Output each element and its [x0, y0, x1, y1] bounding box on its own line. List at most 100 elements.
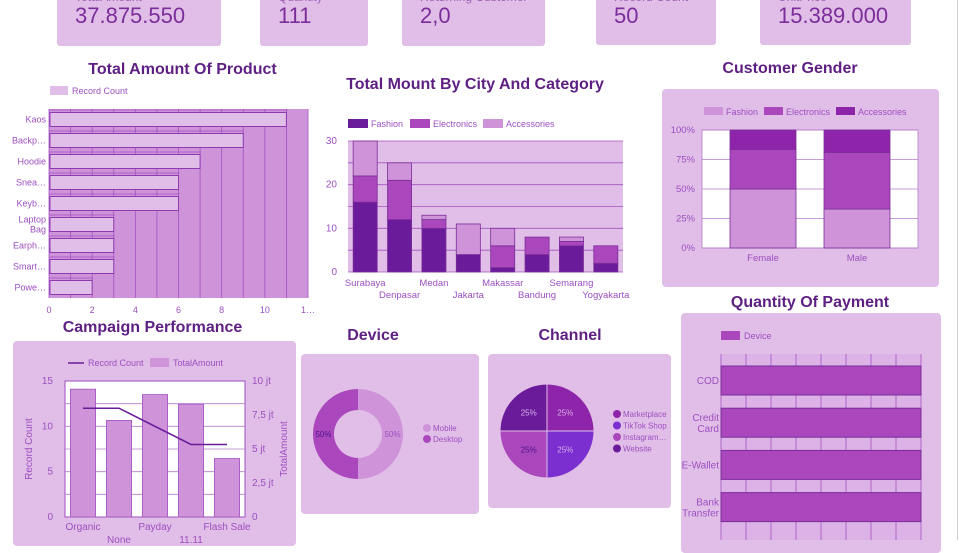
- y-tick-label: 5: [47, 467, 53, 478]
- x-tick-label: Payday: [138, 522, 171, 533]
- x-tick-label: Denpasar: [379, 290, 420, 301]
- legend-label: TotalAmount: [173, 358, 224, 368]
- x-tick-label: Semarang: [550, 278, 594, 289]
- bar: [720, 492, 922, 523]
- bar-segment: [729, 129, 797, 150]
- legend-dot: [613, 421, 621, 430]
- x-tick-label: Yogyakarta: [582, 290, 630, 301]
- x-tick-label: Surabaya: [345, 278, 386, 289]
- bar: [720, 407, 922, 438]
- legend-label: Fashion: [726, 107, 758, 117]
- legend-label: Electronics: [433, 119, 478, 129]
- bar: [49, 259, 115, 274]
- payment-chart-title: Quantity Of Payment: [730, 294, 890, 311]
- x-tick-label: Makassar: [482, 278, 523, 289]
- y-tick-label: 20: [326, 180, 338, 191]
- bar-segment: [729, 149, 797, 190]
- legend-label: Desktop: [433, 435, 463, 444]
- donut-slice: [358, 389, 403, 479]
- bar: [49, 280, 93, 295]
- kpi-label: Returning Customer: [420, 0, 527, 4]
- bar: [49, 217, 115, 232]
- device-chart-title: Device: [347, 327, 399, 344]
- bar: [720, 449, 922, 480]
- legend-label: Mobile: [433, 424, 457, 433]
- y-tick-label: Backp…: [12, 136, 46, 146]
- bar: [49, 196, 179, 211]
- x-tick-label: Male: [847, 253, 868, 264]
- y-tick-label: 50%: [676, 184, 696, 195]
- legend-swatch: [836, 107, 855, 115]
- y-tick-label: Transfer: [682, 509, 720, 520]
- product-chart-title: Total Amount Of Product: [88, 61, 277, 78]
- pie-slice: [499, 430, 548, 479]
- x-tick-label: Organic: [65, 522, 100, 533]
- x-tick-label: Jakarta: [453, 290, 485, 301]
- x-tick-label: 2: [90, 305, 95, 315]
- slice-label: 25%: [521, 445, 537, 454]
- legend-label: Marketplace: [623, 410, 667, 419]
- city-chart: 0 10 20 30 Fashion Electronics Accessories Sura…: [326, 119, 630, 301]
- bar-segment: [421, 214, 447, 221]
- y-tick-label: 100%: [671, 125, 696, 136]
- pie-slice: [546, 383, 595, 432]
- bar: [49, 238, 115, 253]
- bar-segment: [455, 223, 481, 255]
- y-tick-label: Smart…: [13, 262, 46, 272]
- bar-segment: [729, 188, 797, 249]
- y-tick-label: Laptop: [18, 215, 46, 225]
- bar: [70, 388, 97, 518]
- legend-swatch: [50, 86, 68, 95]
- y-tick-label: 30: [326, 136, 338, 147]
- city-chart-title: Total Mount By City And Category: [346, 76, 604, 93]
- kpi-value: 2,0: [420, 3, 451, 28]
- legend-label: Device: [744, 331, 772, 341]
- legend-dot: [613, 444, 621, 453]
- kpi-unit-price[interactable]: UnitPrice 15.389.000: [760, 0, 911, 45]
- y-right-tick-label: 2,5 jt: [252, 478, 274, 489]
- x-tick-label: 8: [219, 305, 224, 315]
- legend-label: TikTok Shop: [623, 422, 667, 431]
- bar-segment: [559, 245, 584, 273]
- kpi-label: Quantity: [278, 0, 323, 4]
- device-chart: 50% 50% Mobile Desktop: [313, 389, 463, 479]
- bar-segment: [593, 245, 619, 264]
- slice-label: 50%: [384, 430, 400, 439]
- kpi-total-amount[interactable]: TotalAmount 37.875.550: [57, 0, 221, 46]
- bar-segment: [387, 179, 412, 221]
- y-tick-label: Kaos: [25, 115, 46, 125]
- bar: [141, 394, 168, 518]
- legend-swatch: [721, 331, 740, 340]
- kpi-value: 15.389.000: [778, 3, 889, 28]
- legend-swatch: [410, 119, 430, 128]
- kpi-label: TotalAmount: [75, 0, 142, 4]
- legend-label: Electronics: [786, 107, 831, 117]
- legend-swatch: [483, 119, 503, 128]
- legend-label: Accessories: [858, 107, 907, 117]
- y-tick-label: Hoodie: [17, 157, 46, 167]
- y-tick-label: 0: [47, 512, 53, 523]
- bar-segment: [524, 236, 550, 255]
- bar-segment: [490, 227, 516, 247]
- pie-slice: [499, 383, 548, 432]
- bar-segment: [559, 236, 584, 242]
- kpi-quantity[interactable]: Quantity 111: [260, 0, 368, 46]
- y-tick-label: 0%: [681, 243, 695, 254]
- y-tick-label: Bag: [30, 225, 46, 235]
- y-tick-label: Bank: [696, 498, 720, 509]
- y-right-tick-label: 7,5 jt: [252, 410, 274, 421]
- y-tick-label: Snea…: [16, 178, 46, 188]
- x-tick-label: Flash Sale: [203, 522, 251, 533]
- kpi-record-count[interactable]: Record Count 50: [596, 0, 716, 45]
- y-tick-label: 10: [326, 223, 338, 234]
- y-tick-label: Earph…: [13, 241, 46, 251]
- kpi-returning-customer[interactable]: Returning Customer 2,0: [402, 0, 545, 46]
- legend-dot: [613, 410, 621, 418]
- legend-label: Accessories: [506, 119, 555, 129]
- legend-label: Record Count: [72, 86, 128, 96]
- legend-label: Website: [623, 445, 652, 454]
- y-right-tick-label: 10 jt: [252, 376, 271, 387]
- legend-swatch: [704, 107, 723, 115]
- channel-chart: 25% 25% 25% 25% Marketplace TikTok Shop Instag…: [499, 383, 667, 479]
